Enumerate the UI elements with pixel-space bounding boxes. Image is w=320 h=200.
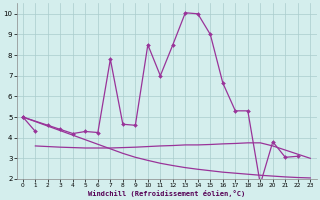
X-axis label: Windchill (Refroidissement éolien,°C): Windchill (Refroidissement éolien,°C) bbox=[88, 190, 245, 197]
